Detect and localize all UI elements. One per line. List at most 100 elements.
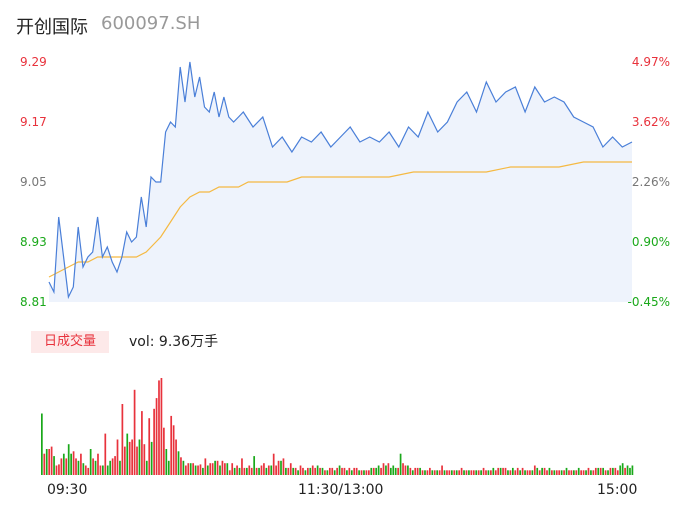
volume-bar (570, 470, 573, 475)
volume-bar (360, 470, 363, 475)
volume-bar (45, 449, 48, 475)
volume-bar (148, 418, 151, 475)
volume-bar (92, 458, 94, 475)
volume-bar (202, 467, 204, 475)
volume-bar (275, 465, 277, 475)
volume-bar (294, 467, 297, 475)
volume-bar (241, 458, 243, 475)
y-tick-left-1: 9.17 (20, 115, 47, 129)
volume-bar (533, 465, 536, 475)
volume-bar (304, 470, 307, 475)
volume-bar (397, 467, 399, 475)
volume-bar (84, 465, 87, 475)
volume-bar (585, 470, 587, 475)
volume-tag[interactable]: 日成交量 (31, 331, 109, 353)
volume-bar (558, 470, 561, 475)
volume-bar (177, 451, 180, 475)
volume-bar (272, 453, 275, 475)
volume-bar (221, 460, 224, 475)
volume-bar (531, 470, 534, 475)
volume-bar (326, 470, 329, 475)
volume-bar (436, 470, 439, 475)
volume-bar (150, 441, 153, 475)
volume-bar (77, 460, 80, 475)
volume-bar (612, 467, 614, 475)
volume-bar (580, 470, 583, 475)
volume-bar (226, 463, 229, 475)
volume-bar (126, 433, 129, 475)
volume-bar (443, 470, 446, 475)
volume-bar (624, 467, 626, 475)
volume-bar (572, 470, 575, 475)
volume-bar (446, 470, 448, 475)
volume-bar (333, 470, 336, 475)
volume-bar (382, 463, 385, 475)
volume-bar (155, 398, 158, 475)
volume-bar (438, 470, 441, 475)
volume-bar (399, 453, 402, 475)
volume-bar (387, 463, 390, 475)
volume-bar (116, 439, 119, 475)
volume-bar (450, 470, 453, 475)
volume-bar (172, 425, 175, 475)
volume-bar (590, 470, 592, 475)
volume-bar (455, 470, 458, 475)
volume-bar (231, 463, 234, 475)
volume-bar (182, 460, 185, 475)
volume-bar (468, 470, 470, 475)
volume-bar (429, 467, 431, 475)
volume-bar (526, 470, 529, 475)
y-tick-left-2: 9.05 (20, 175, 47, 189)
volume-bar (287, 467, 290, 475)
volume-bar (465, 470, 468, 475)
volume-bar (565, 467, 568, 475)
volume-bar (350, 470, 353, 475)
volume-bar (65, 458, 68, 475)
volume-bar (441, 465, 443, 475)
volume-bar (341, 467, 343, 475)
volume-bar (121, 404, 124, 475)
volume-bar (163, 427, 165, 475)
volume-bar (389, 467, 392, 475)
x-tick-0: 09:30 (47, 482, 88, 498)
volume-bar (358, 470, 360, 475)
volume-bar (338, 465, 341, 475)
volume-bar (511, 467, 514, 475)
volume-bar (292, 467, 295, 475)
volume-bar (416, 467, 419, 475)
volume-bar (41, 413, 43, 475)
volume-bar (548, 467, 551, 475)
volume-bar (197, 465, 199, 475)
volume-bar (307, 467, 309, 475)
volume-bar (355, 467, 358, 475)
volume-bar (375, 467, 378, 475)
volume-bar (199, 464, 202, 475)
volume-bar (58, 464, 60, 475)
volume-bar (621, 463, 624, 475)
volume-bar (238, 467, 241, 475)
volume-bar (267, 465, 270, 475)
volume-bar (404, 465, 407, 475)
volume-bar (248, 465, 251, 475)
volume-bar (43, 453, 46, 475)
volume-bar (480, 470, 482, 475)
volume-bar (245, 467, 248, 475)
volume-bar (336, 467, 338, 475)
volume-bar (82, 463, 85, 475)
volume-bar (158, 380, 160, 475)
volume-bar (206, 465, 209, 475)
volume-bar (507, 470, 509, 475)
volume-bar (194, 465, 197, 475)
volume-bar (209, 463, 212, 475)
volume-bar (143, 444, 146, 475)
volume-bar (67, 444, 70, 475)
volume-bar (253, 456, 256, 475)
volume-bar (560, 470, 563, 475)
volume-bar (277, 460, 280, 475)
volume-bar (546, 470, 548, 475)
volume-bar (453, 470, 456, 475)
volume-bar (538, 470, 541, 475)
volume-bar (421, 470, 424, 475)
volume-bar (224, 463, 226, 475)
